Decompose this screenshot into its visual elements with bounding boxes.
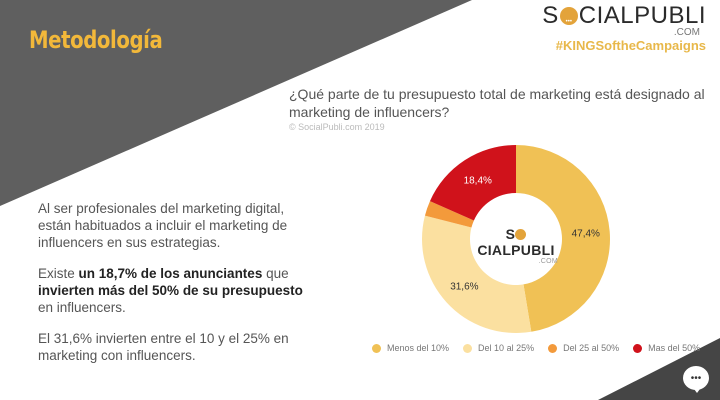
legend-label: Menos del 10%: [387, 343, 450, 353]
donut-label-4: 18,4%: [464, 175, 492, 186]
logo-tagline: #KINGSoftheCampaigns: [555, 38, 706, 53]
p2-pre: Existe: [38, 266, 79, 281]
donut-segment-3: [424, 201, 474, 228]
legend-item: Menos del 10%: [372, 343, 449, 353]
chart-question: ¿Qué parte de tu presupuesto total de ma…: [289, 86, 705, 120]
donut-segment-4: [429, 145, 516, 221]
body-text: Al ser profesionales del marketing digit…: [38, 200, 318, 378]
chat-bubble-logo-icon: [559, 7, 578, 34]
chat-button[interactable]: •••: [683, 366, 709, 393]
legend-item: Del 10 al 25%: [463, 343, 534, 353]
donut-segment-2: [422, 215, 532, 333]
legend-dot-icon: [372, 343, 381, 353]
chat-dots-icon: •••: [690, 372, 702, 384]
p2-post: en influencers.: [38, 300, 126, 315]
legend-dot-icon: [633, 343, 643, 353]
slide-title: Metodología: [29, 26, 163, 54]
donut-center-logo: SCIALPUBLI .COM: [470, 226, 562, 265]
center-logo-domain: .COM: [538, 258, 558, 265]
donut-segment-1: [516, 145, 610, 332]
logo-wordmark: S CIALPUBLI: [536, 2, 706, 35]
chart-copyright: © SocialPubli.com 2019: [289, 122, 385, 132]
legend-item: Del 25 al 50%: [548, 343, 619, 353]
paragraph-2: Existe un 18,7% de los anunciantes que i…: [38, 265, 318, 316]
chat-bubble-logo-icon: [515, 229, 527, 240]
p2-mid: que: [262, 266, 289, 281]
chart-legend: Menos del 10% Del 10 al 25% Del 25 al 50% M…: [372, 343, 700, 353]
legend-item: Mas del 50%: [633, 343, 700, 353]
donut-label-2: 31,6%: [450, 281, 478, 292]
socialpubli-logo: S CIALPUBLI .COM #KINGSoftheCampaigns: [536, 4, 706, 54]
legend-dot-icon: [548, 343, 558, 353]
logo-prefix: S: [542, 2, 559, 29]
center-logo-suffix: CIALPUBLI: [477, 242, 555, 258]
donut-label-1: 47,4%: [572, 228, 600, 239]
logo-suffix: CIALPUBLI: [578, 2, 706, 29]
p2-bold-2: invierten más del 50% de su presupuesto: [38, 283, 303, 298]
legend-dot-icon: [463, 343, 473, 353]
p2-bold-1: un 18,7% de los anunciantes: [78, 266, 263, 281]
top-left-dark-triangle: [0, 0, 472, 206]
paragraph-3: El 31,6% invierten entre el 10 y el 25% …: [38, 331, 289, 363]
legend-label: Del 25 al 50%: [563, 343, 620, 353]
legend-label: Del 10 al 25%: [478, 343, 535, 353]
legend-label: Mas del 50%: [648, 343, 701, 353]
logo-domain: .COM: [673, 27, 700, 38]
center-logo-prefix: S: [505, 226, 516, 242]
paragraph-1: Al ser profesionales del marketing digit…: [38, 201, 288, 250]
